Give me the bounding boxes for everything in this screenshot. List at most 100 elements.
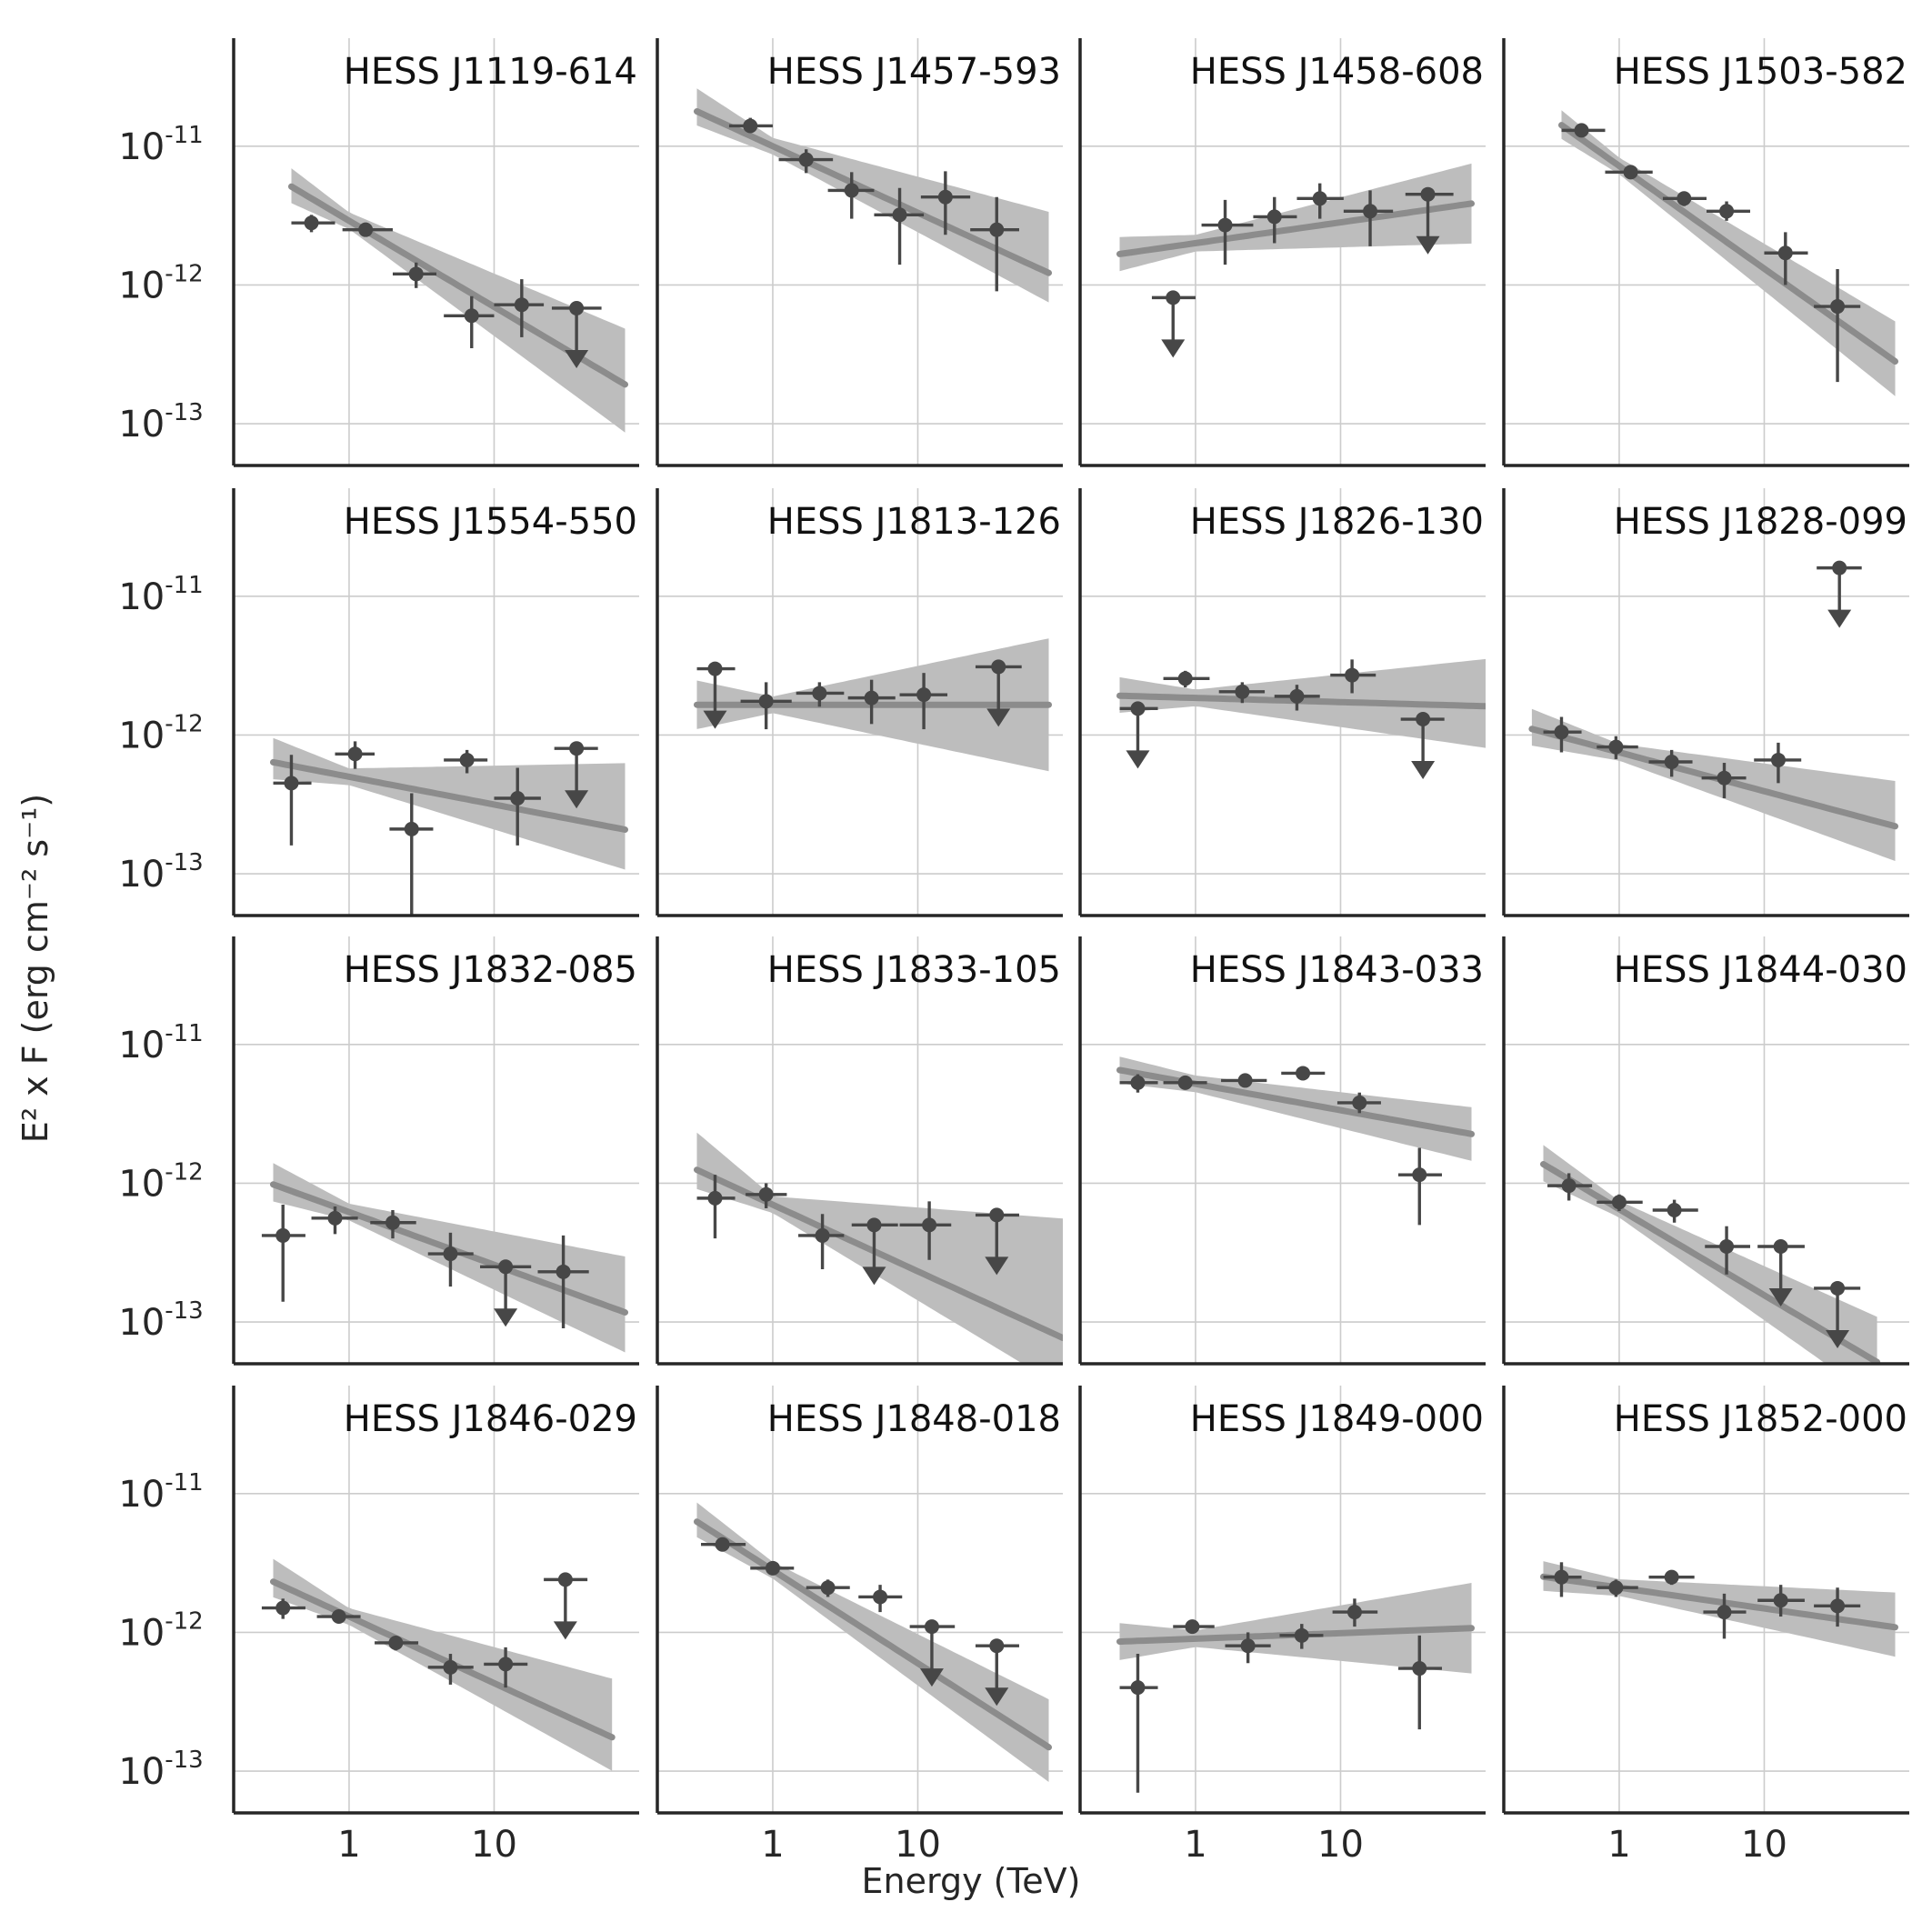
data-point bbox=[1830, 1280, 1846, 1296]
y-tick-label: 10-12 bbox=[118, 1158, 203, 1205]
panel-title: HESS J1844-030 bbox=[1614, 949, 1907, 991]
y-tick-exponent: -12 bbox=[165, 710, 203, 737]
data-point bbox=[1235, 684, 1250, 699]
data-point bbox=[989, 1207, 1005, 1223]
data-point bbox=[1717, 1605, 1732, 1620]
y-tick-exponent: -11 bbox=[165, 572, 203, 599]
x-tick-label: 1 bbox=[761, 1824, 784, 1866]
data-point bbox=[1832, 560, 1847, 576]
y-tick-exponent: -11 bbox=[165, 1469, 203, 1497]
panel-content bbox=[694, 1502, 1052, 1782]
model-fit-line bbox=[270, 758, 628, 833]
upper-limit-arrow bbox=[703, 710, 727, 729]
data-point bbox=[989, 1638, 1005, 1654]
panel-title: HESS J1813-126 bbox=[767, 501, 1061, 543]
panel-title: HESS J1852-000 bbox=[1614, 1398, 1907, 1440]
y-tick-exponent: -11 bbox=[165, 1020, 203, 1047]
panel-content bbox=[1558, 110, 1898, 396]
y-tick-exponent: -13 bbox=[165, 849, 203, 876]
data-point bbox=[1177, 671, 1193, 686]
data-point bbox=[820, 1580, 836, 1596]
data-point bbox=[991, 659, 1006, 675]
y-tick-base: 10 bbox=[118, 1612, 165, 1654]
y-tick-exponent: -12 bbox=[165, 1607, 203, 1635]
x-tick-label: 10 bbox=[1317, 1824, 1364, 1866]
data-point bbox=[758, 694, 774, 709]
panel-hess-j1828-099: HESS J1828-099 bbox=[1502, 488, 1909, 917]
panel-content bbox=[270, 737, 628, 916]
y-tick-exponent: -13 bbox=[165, 1297, 203, 1325]
data-point bbox=[1294, 1627, 1309, 1643]
panel-content bbox=[1528, 560, 1898, 861]
data-point bbox=[1608, 739, 1624, 755]
model-uncertainty-band bbox=[273, 1558, 613, 1771]
upper-limit-arrow bbox=[919, 1668, 944, 1687]
data-point bbox=[464, 308, 479, 324]
data-point bbox=[1217, 217, 1233, 233]
data-point bbox=[1623, 165, 1638, 180]
data-point bbox=[916, 687, 932, 703]
x-tick-label: 1 bbox=[337, 1824, 360, 1866]
model-fit-line bbox=[694, 1166, 1063, 1342]
model-uncertainty-band bbox=[1119, 1583, 1472, 1674]
data-point bbox=[924, 1619, 939, 1635]
data-point bbox=[1574, 123, 1589, 138]
data-point bbox=[1611, 1195, 1627, 1210]
y-tick-label: 10-12 bbox=[118, 710, 203, 756]
data-point bbox=[1719, 204, 1735, 219]
y-tick-base: 10 bbox=[118, 1474, 165, 1516]
data-point bbox=[892, 207, 907, 223]
panel-title: HESS J1846-029 bbox=[344, 1398, 637, 1440]
upper-limit-arrow bbox=[985, 1687, 1009, 1707]
data-point bbox=[408, 266, 424, 282]
y-tick-base: 10 bbox=[118, 576, 165, 618]
model-uncertainty-band bbox=[1561, 110, 1896, 396]
y-tick-base: 10 bbox=[118, 265, 165, 306]
data-point bbox=[707, 661, 723, 676]
y-tick-label: 10-11 bbox=[118, 1469, 203, 1516]
x-tick-label: 10 bbox=[895, 1824, 941, 1866]
panel-content bbox=[261, 1558, 616, 1771]
data-point bbox=[459, 752, 475, 767]
upper-limit-arrow bbox=[565, 349, 589, 368]
data-point bbox=[1416, 712, 1431, 727]
y-tick-label: 10-11 bbox=[118, 122, 203, 168]
model-uncertainty-band bbox=[696, 1502, 1049, 1782]
data-point bbox=[1719, 1239, 1735, 1255]
panel-content bbox=[694, 1132, 1063, 1364]
y-tick-base: 10 bbox=[118, 404, 165, 445]
data-point bbox=[1561, 1178, 1577, 1194]
data-point bbox=[815, 1227, 830, 1243]
y-tick-label: 10-13 bbox=[118, 849, 203, 896]
data-point bbox=[1664, 754, 1679, 769]
upper-limit-arrow bbox=[1768, 1288, 1793, 1307]
data-point bbox=[715, 1537, 730, 1552]
data-point bbox=[1412, 1661, 1427, 1677]
y-tick-exponent: -12 bbox=[165, 1158, 203, 1186]
y-tick-label: 10-13 bbox=[118, 1747, 203, 1793]
panel-content bbox=[1540, 1145, 1881, 1364]
data-point bbox=[443, 1659, 458, 1675]
x-tick-label: 10 bbox=[1741, 1824, 1787, 1866]
data-point bbox=[275, 1227, 291, 1243]
y-tick-exponent: -12 bbox=[165, 260, 203, 287]
panel-hess-j1458-608: HESS J1458-608 bbox=[1078, 38, 1486, 467]
data-point bbox=[557, 1572, 573, 1587]
upper-limit-arrow bbox=[494, 1308, 518, 1327]
panel-content bbox=[1540, 1561, 1898, 1657]
y-tick-exponent: -13 bbox=[165, 1747, 203, 1774]
data-point bbox=[1554, 1569, 1569, 1585]
x-tick-label: 10 bbox=[471, 1824, 517, 1866]
data-point bbox=[866, 1217, 882, 1233]
data-point bbox=[1130, 1680, 1146, 1696]
upper-limit-arrow bbox=[985, 1256, 1009, 1276]
upper-limit-arrow bbox=[1411, 761, 1436, 780]
panel-content bbox=[1116, 658, 1486, 780]
y-tick-base: 10 bbox=[118, 715, 165, 756]
model-fit-line bbox=[1116, 692, 1486, 710]
data-point bbox=[1166, 290, 1181, 305]
data-point bbox=[1420, 186, 1436, 202]
x-axis-label: Energy (TeV) bbox=[862, 1861, 1081, 1901]
